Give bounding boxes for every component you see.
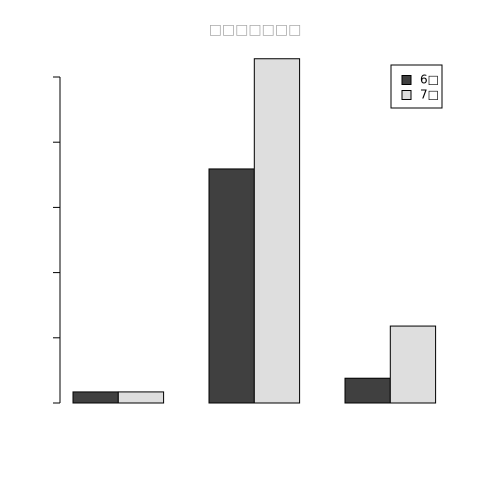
bar <box>344 377 391 404</box>
bar <box>117 391 165 404</box>
legend-label: 6□ <box>420 73 439 87</box>
legend-swatch <box>401 90 412 100</box>
bar <box>389 325 437 404</box>
bar <box>72 391 119 404</box>
bar <box>208 168 255 404</box>
legend-label: 7□ <box>420 88 439 102</box>
chart-title: □□□□□□□ <box>209 22 302 38</box>
legend-swatch <box>401 75 412 85</box>
legend-box <box>390 64 443 109</box>
bar <box>253 58 301 404</box>
